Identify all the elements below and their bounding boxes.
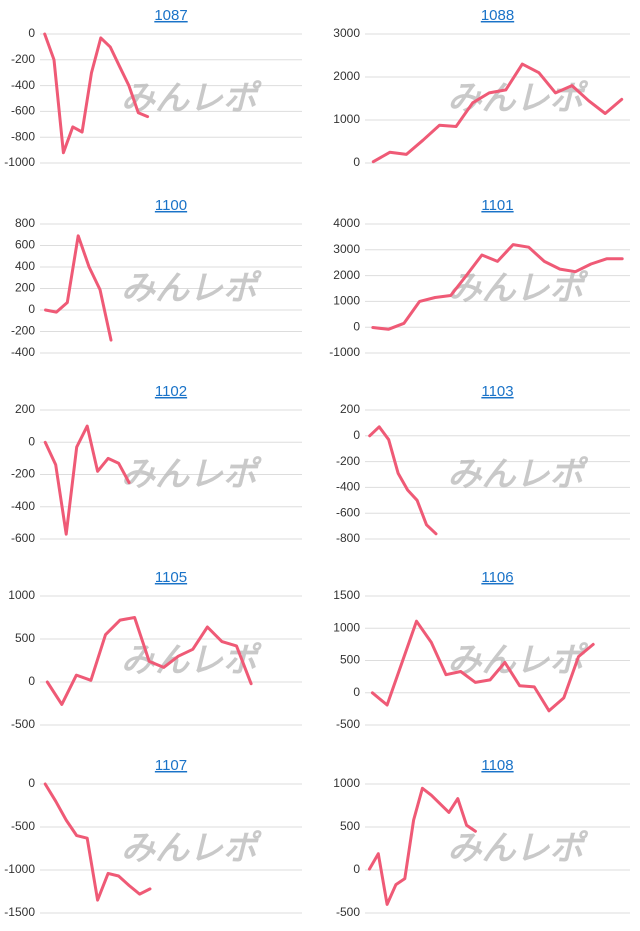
y-tick-label: 4000 bbox=[333, 216, 360, 230]
y-tick-label: -500 bbox=[336, 717, 360, 731]
y-tick-label: 500 bbox=[340, 653, 360, 667]
y-tick-label: 0 bbox=[353, 685, 360, 699]
y-tick-label: 400 bbox=[15, 259, 35, 273]
chart-title[interactable]: 1103 bbox=[481, 383, 513, 400]
data-line bbox=[43, 424, 131, 536]
chart-title[interactable]: 1106 bbox=[481, 569, 513, 586]
data-line bbox=[370, 619, 595, 713]
y-tick-label: 1500 bbox=[333, 588, 360, 602]
watermark: みんレポ bbox=[448, 79, 589, 117]
y-tick-label: -800 bbox=[336, 531, 360, 545]
y-tick-label: 0 bbox=[353, 155, 360, 169]
data-line bbox=[371, 243, 624, 331]
y-tick-label: 0 bbox=[353, 862, 360, 876]
data-line bbox=[368, 425, 438, 536]
y-tick-label: -400 bbox=[11, 499, 35, 513]
chart-title[interactable]: 1100 bbox=[155, 197, 187, 214]
y-tick-label: 600 bbox=[15, 238, 35, 252]
y-tick-label: 1000 bbox=[8, 588, 35, 602]
y-tick-label: -500 bbox=[11, 717, 35, 731]
watermark: みんレポ bbox=[121, 79, 262, 117]
chart-title[interactable]: 1087 bbox=[154, 7, 187, 24]
watermark: みんレポ bbox=[448, 269, 589, 307]
watermark: みんレポ bbox=[448, 641, 589, 679]
data-line bbox=[367, 786, 477, 906]
y-tick-label: 0 bbox=[28, 776, 35, 790]
y-tick-label: 2000 bbox=[333, 69, 360, 83]
watermark: みんレポ bbox=[448, 455, 589, 493]
y-tick-label: 0 bbox=[28, 434, 35, 448]
y-tick-label: 0 bbox=[353, 319, 360, 333]
y-tick-label: 0 bbox=[28, 26, 35, 40]
data-line bbox=[44, 234, 113, 342]
y-tick-label: -1000 bbox=[329, 345, 360, 359]
y-tick-label: -600 bbox=[336, 505, 360, 519]
watermark: みんレポ bbox=[448, 829, 589, 867]
y-tick-label: -400 bbox=[11, 345, 35, 359]
y-tick-label: 2000 bbox=[333, 268, 360, 282]
y-tick-label: -1500 bbox=[4, 905, 35, 919]
y-tick-label: -1000 bbox=[4, 155, 35, 169]
y-tick-label: -200 bbox=[11, 467, 35, 481]
y-tick-label: -600 bbox=[11, 531, 35, 545]
y-tick-label: -800 bbox=[11, 129, 35, 143]
y-tick-label: 1000 bbox=[333, 620, 360, 634]
y-tick-label: -200 bbox=[11, 52, 35, 66]
watermark: みんレポ bbox=[121, 829, 262, 867]
y-tick-label: -600 bbox=[11, 104, 35, 118]
y-tick-label: 1000 bbox=[333, 294, 360, 308]
chart-title[interactable]: 1107 bbox=[155, 757, 187, 774]
y-tick-label: 0 bbox=[28, 302, 35, 316]
chart-title[interactable]: 1101 bbox=[481, 197, 513, 214]
data-line bbox=[371, 62, 624, 164]
y-tick-label: -500 bbox=[11, 819, 35, 833]
chart-title[interactable]: 1105 bbox=[155, 569, 187, 586]
y-tick-label: 1000 bbox=[333, 112, 360, 126]
y-tick-label: 200 bbox=[15, 402, 35, 416]
y-tick-label: 0 bbox=[353, 428, 360, 442]
y-tick-label: 200 bbox=[340, 402, 360, 416]
y-tick-label: -400 bbox=[11, 78, 35, 92]
y-tick-label: 800 bbox=[15, 216, 35, 230]
y-tick-label: 0 bbox=[28, 674, 35, 688]
watermark: みんレポ bbox=[121, 269, 262, 307]
y-tick-label: 3000 bbox=[333, 26, 360, 40]
watermark: みんレポ bbox=[121, 455, 262, 493]
data-line bbox=[43, 32, 150, 155]
y-tick-label: 1000 bbox=[333, 776, 360, 790]
y-tick-label: 200 bbox=[15, 281, 35, 295]
y-tick-label: -400 bbox=[336, 480, 360, 494]
y-tick-label: -200 bbox=[336, 454, 360, 468]
y-tick-label: -1000 bbox=[4, 862, 35, 876]
y-tick-label: -200 bbox=[11, 324, 35, 338]
data-line bbox=[45, 616, 253, 706]
y-tick-label: 3000 bbox=[333, 242, 360, 256]
chart-title[interactable]: 1088 bbox=[481, 7, 514, 24]
y-tick-label: 500 bbox=[340, 819, 360, 833]
chart-title[interactable]: 1108 bbox=[481, 757, 513, 774]
data-line bbox=[43, 782, 152, 902]
chart-title[interactable]: 1102 bbox=[155, 383, 187, 400]
y-tick-label: -500 bbox=[336, 905, 360, 919]
y-tick-label: 500 bbox=[15, 631, 35, 645]
